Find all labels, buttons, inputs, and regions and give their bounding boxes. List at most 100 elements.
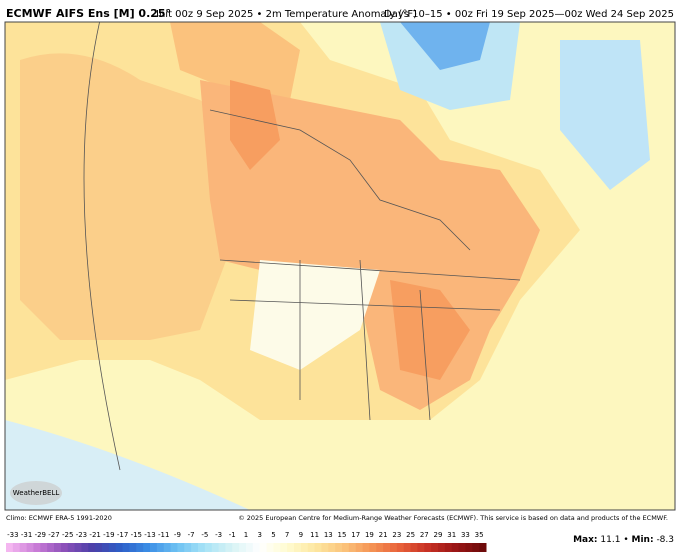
colorbar-cell bbox=[335, 543, 343, 552]
colorbar-cell bbox=[12, 543, 21, 552]
legend-label: 9 bbox=[299, 531, 303, 539]
colorbar-cell bbox=[287, 543, 295, 552]
legend-label: -11 bbox=[158, 531, 169, 539]
colorbar-cell bbox=[6, 543, 14, 552]
colorbar-cell bbox=[390, 543, 398, 552]
colorbar-cell bbox=[458, 543, 466, 552]
hot-spots bbox=[230, 80, 470, 380]
legend-label: -3 bbox=[215, 531, 222, 539]
copyright: © 2025 European Centre for Medium-Range … bbox=[238, 514, 668, 522]
colorbar-cell bbox=[451, 543, 460, 552]
colorbar-cell bbox=[19, 543, 28, 552]
legend: -33 -31 -29 -27 -25 -23 -21 -19 -17 -15 -13 -11 -9 -7… bbox=[6, 531, 487, 552]
colorbar-cell bbox=[383, 543, 391, 552]
max-value: 11.1 bbox=[600, 535, 620, 545]
colorbar-cell bbox=[273, 543, 281, 552]
legend-label: -27 bbox=[48, 531, 59, 539]
colorbar-cell bbox=[191, 543, 199, 552]
colorbar-cell bbox=[465, 543, 473, 552]
legend-label: 33 bbox=[461, 531, 470, 539]
legend-label: -29 bbox=[35, 531, 46, 539]
legend-label: 19 bbox=[365, 531, 374, 539]
legend-label: 17 bbox=[351, 531, 360, 539]
colorbar-cell bbox=[396, 543, 405, 552]
cool-pacific bbox=[5, 420, 250, 510]
logo: WeatherBELL bbox=[13, 489, 60, 497]
legend-label: 31 bbox=[447, 531, 456, 539]
legend-label: -15 bbox=[131, 531, 142, 539]
cool-atlantic bbox=[560, 40, 650, 190]
colorbar-cell bbox=[184, 543, 192, 552]
colorbar-cell bbox=[40, 543, 48, 552]
colorbar-cell bbox=[108, 543, 117, 552]
map-frame bbox=[4, 21, 676, 511]
max-min: Max: 11.1 • Min: -8.3 bbox=[573, 535, 674, 545]
legend-label: -25 bbox=[62, 531, 73, 539]
colorbar-cell bbox=[300, 543, 309, 552]
colorbar-cell bbox=[60, 543, 69, 552]
legend-label: 25 bbox=[406, 531, 415, 539]
min-value: -8.3 bbox=[656, 535, 674, 545]
colorbar-cell bbox=[246, 543, 254, 552]
legend-label: -7 bbox=[188, 531, 195, 539]
colorbar-cell bbox=[74, 543, 82, 552]
separator: • bbox=[623, 535, 628, 545]
colorbar-cell bbox=[438, 543, 446, 552]
colorbar-cell bbox=[143, 543, 151, 552]
legend-label: 5 bbox=[271, 531, 275, 539]
colorbar-cell bbox=[218, 543, 226, 552]
colorbar-cell bbox=[314, 543, 322, 552]
climo: Climo: ECMWF ERA-5 1991-2020 bbox=[6, 514, 112, 522]
colorbar-cell bbox=[444, 543, 453, 552]
colorbar-cell bbox=[280, 543, 288, 552]
warm-arctic bbox=[170, 22, 300, 100]
legend-label: -19 bbox=[103, 531, 114, 539]
colorbar-cell bbox=[67, 543, 76, 552]
colorbar-cell bbox=[26, 543, 34, 552]
colorbar-cell bbox=[156, 543, 165, 552]
colorbar-cell bbox=[259, 543, 268, 552]
cold-greenland bbox=[400, 22, 490, 70]
legend-label: -17 bbox=[117, 531, 128, 539]
legend-label: -1 bbox=[229, 531, 236, 539]
model-title: ECMWF AIFS Ens [M] 0.25° bbox=[6, 7, 171, 20]
legend-label: -9 bbox=[174, 531, 181, 539]
logo-badge bbox=[10, 481, 62, 505]
legend-label: 7 bbox=[285, 531, 289, 539]
colorbar-cell bbox=[307, 543, 316, 552]
map: WeatherBELL bbox=[4, 21, 676, 511]
colorbar-cell bbox=[150, 543, 158, 552]
legend-label: 27 bbox=[420, 531, 429, 539]
colorbar-cell bbox=[294, 543, 302, 552]
init-title: Init 00z 9 Sep 2025 • 2m Temperature Ano… bbox=[156, 9, 417, 20]
colorbar-cell bbox=[81, 543, 89, 552]
legend-label: -31 bbox=[21, 531, 32, 539]
colorbar-cell bbox=[204, 543, 213, 552]
max-label: Max: bbox=[573, 535, 597, 545]
legend-label: 11 bbox=[310, 531, 319, 539]
colorbar-cell bbox=[355, 543, 364, 552]
legend-label: -21 bbox=[89, 531, 100, 539]
colorbar-cell bbox=[47, 543, 55, 552]
colorbar-cell bbox=[232, 543, 240, 552]
colorbar-cell bbox=[376, 543, 384, 552]
colorbar-cell bbox=[170, 543, 178, 552]
valid-title: Days 10–15 • 00z Fri 19 Sep 2025—00z Wed… bbox=[384, 9, 674, 20]
legend-label: 35 bbox=[475, 531, 484, 539]
legend-label: 13 bbox=[324, 531, 333, 539]
colorbar-cell bbox=[211, 543, 220, 552]
colorbar-cell bbox=[129, 543, 137, 552]
legend-label: -23 bbox=[76, 531, 87, 539]
legend-label: 3 bbox=[257, 531, 261, 539]
colorbar-cell bbox=[225, 543, 233, 552]
colorbar-cell bbox=[102, 543, 110, 552]
colorbar-cell bbox=[410, 543, 418, 552]
legend-label: -13 bbox=[144, 531, 155, 539]
colorbar-cell bbox=[472, 543, 480, 552]
colorbar-cell bbox=[163, 543, 172, 552]
min-label: Min: bbox=[632, 535, 654, 545]
colorbar-cell bbox=[95, 543, 103, 552]
legend-label: 29 bbox=[434, 531, 443, 539]
colorbar-cell bbox=[115, 543, 124, 552]
